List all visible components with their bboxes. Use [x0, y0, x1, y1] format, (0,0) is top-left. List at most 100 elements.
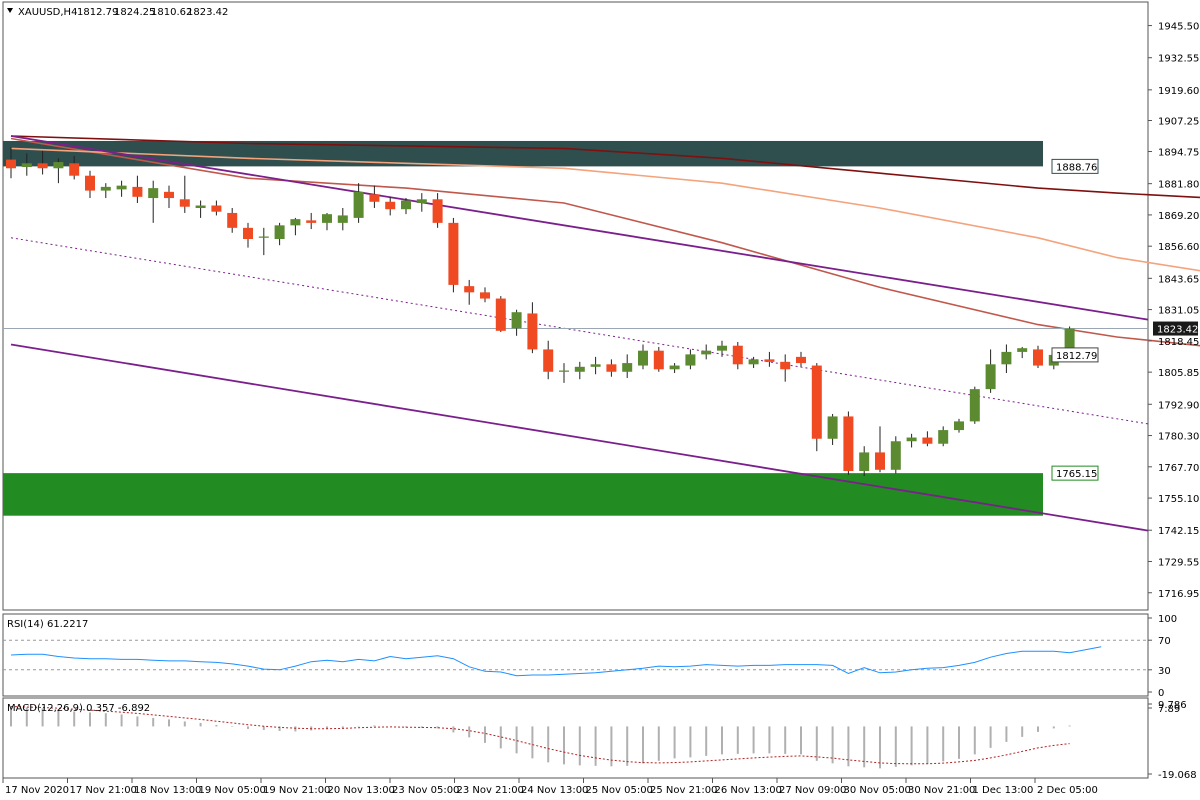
macd-title: MACD(12,26,9) 0.357 -6.892 [7, 703, 150, 714]
candle-body [938, 430, 949, 444]
y-tick-label: 1742.15 [1158, 526, 1199, 537]
candle-body [969, 389, 980, 422]
candle-body [85, 175, 95, 191]
candle-body [132, 186, 143, 197]
candle-body [464, 286, 475, 293]
moving-average-1 [10, 147, 1200, 272]
moving-average-2 [10, 135, 1200, 199]
candle-body [701, 350, 712, 355]
header-low: 1810.62 [151, 7, 192, 18]
candle-body [653, 350, 664, 370]
candle-body [495, 298, 506, 331]
zone-label-box-1 [1051, 465, 1099, 481]
y-tick-label: 1729.55 [1158, 557, 1199, 568]
open-price-label: 1812.79 [1056, 351, 1097, 362]
candle-body [322, 214, 332, 223]
macd-signal-line [10, 706, 1070, 765]
candle-body [369, 194, 380, 202]
rsi-panel[interactable]: 100 70 30 0 RSI(14) 61.2217 [2, 613, 1177, 699]
x-tick-label: 20 Nov 13:00 [328, 785, 395, 796]
x-tick-label: 26 Nov 13:00 [715, 785, 782, 796]
price-panel[interactable]: 1888.76 1765.15 1812.79 1945.50 1932.55 191… [2, 1, 1200, 611]
candle-body [69, 163, 80, 176]
x-tick-label: 30 Nov 21:00 [908, 785, 975, 796]
candle-body [622, 363, 633, 372]
candle-body [211, 205, 222, 212]
candle-body [954, 421, 964, 431]
candle-body [21, 163, 32, 168]
y-tick-label: 1780.30 [1158, 432, 1199, 443]
y-tick-label: 1919.60 [1158, 86, 1199, 97]
candle-body [985, 364, 996, 390]
x-tick-label: 17 Nov 2020 [5, 785, 69, 796]
rsi-y-tick-label: 100 [1158, 614, 1177, 625]
candle-body [290, 219, 301, 226]
candle-body [6, 159, 16, 169]
candle-body [385, 201, 396, 210]
candle-body [669, 365, 680, 370]
macd-y-tick-label: -19.068 [1158, 770, 1197, 781]
current-price-tag-box [1153, 321, 1198, 336]
candle-body [337, 215, 348, 223]
zone-label-box-0 [1051, 158, 1099, 174]
zone-label-0: 1888.76 [1056, 162, 1097, 173]
price-panel-frame [2, 1, 1149, 611]
dropdown-arrow-icon[interactable] [7, 8, 13, 13]
candle-body [559, 370, 569, 372]
candle-body [195, 205, 206, 208]
zone-1 [3, 473, 1043, 516]
candle-body [511, 312, 522, 329]
candle-body [1033, 349, 1043, 366]
candle-body [432, 199, 443, 223]
candle-body [100, 186, 111, 191]
macd-y-tick-label: 7.89 [1158, 704, 1180, 715]
candle-body [274, 225, 285, 239]
rsi-y-tick-label: 0 [1158, 688, 1164, 699]
candle-body [638, 350, 648, 366]
candle-body [37, 163, 48, 169]
candle-body [527, 313, 538, 350]
candle-body [890, 441, 901, 470]
candle-body [574, 366, 585, 372]
y-tick-label: 1932.55 [1158, 54, 1199, 65]
y-tick-label: 1831.05 [1158, 306, 1199, 317]
candle-body [859, 452, 870, 472]
rsi-line [10, 646, 1102, 677]
x-tick-label: 2 Dec 05:00 [1037, 785, 1098, 796]
header-symbol: XAUUSD,H4 [18, 7, 77, 18]
x-tick-label: 17 Nov 21:00 [70, 785, 137, 796]
x-tick-label: 18 Nov 13:00 [134, 785, 201, 796]
candle-body [796, 356, 806, 364]
header-open: 1812.79 [77, 7, 118, 18]
candle-body [243, 227, 253, 239]
x-tick-label: 19 Nov 21:00 [263, 785, 330, 796]
candle-body [1064, 328, 1075, 355]
candle-body [53, 162, 64, 169]
y-tick-label: 1818.45 [1158, 337, 1199, 348]
trendline-2 [10, 237, 1149, 425]
header-high: 1824.25 [114, 7, 155, 18]
y-tick-label: 1792.90 [1158, 400, 1199, 411]
candle-body [764, 359, 775, 362]
x-tick-label: 19 Nov 05:00 [199, 785, 266, 796]
y-tick-label: 1767.70 [1158, 463, 1199, 474]
x-tick-label: 23 Nov 05:00 [392, 785, 459, 796]
candle-body [353, 191, 364, 218]
y-tick-label: 1894.75 [1158, 148, 1199, 159]
candle-body [1001, 351, 1012, 365]
candle-body [306, 220, 317, 223]
candle-body [717, 345, 727, 351]
y-tick-label: 1945.50 [1158, 22, 1199, 33]
y-tick-label: 1881.80 [1158, 180, 1199, 191]
candle-body [148, 188, 159, 199]
candle-body [875, 452, 885, 470]
candle-body [732, 345, 743, 365]
rsi-y-tick-label: 70 [1158, 636, 1171, 647]
candle-body [164, 191, 174, 199]
candle-body [748, 359, 759, 365]
chart-header: XAUUSD,H4 1812.79 1824.25 1810.62 1823.4… [7, 7, 228, 18]
candle-body [227, 212, 238, 228]
